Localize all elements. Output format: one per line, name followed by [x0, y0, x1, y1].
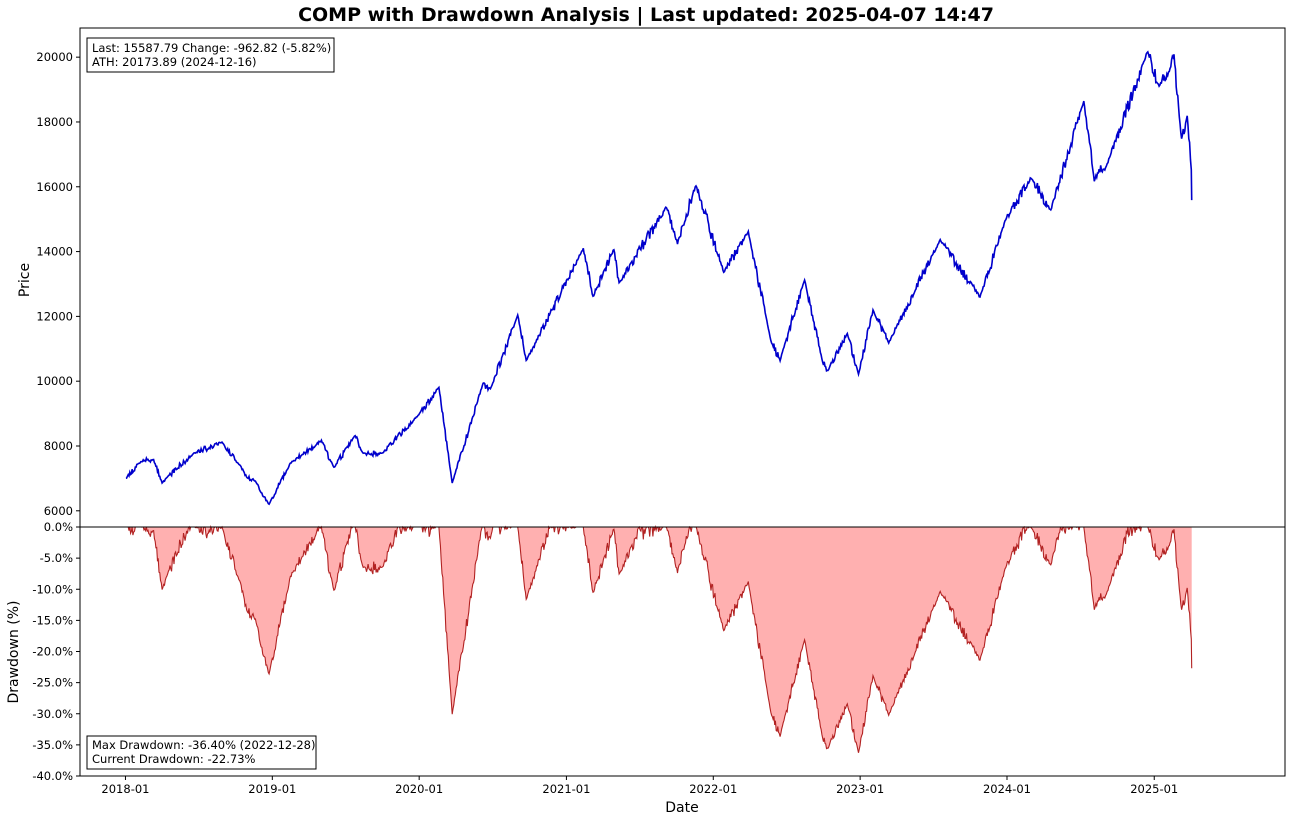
price-plot-content: [125, 50, 1193, 506]
x-tick-label: 2024-01: [983, 782, 1031, 796]
x-tick-label: 2023-01: [836, 782, 884, 796]
drawdown-info-box-frame: [86, 735, 317, 770]
drawdown-panel: 0.0% -5.0% -10.0% -15.0% -20.0% -25.0% -30.0% -…: [6, 520, 1286, 783]
x-axis-ticks: 2018-01 2019-01 2020-01 2021-01 2022-01 2023-…: [101, 776, 1178, 796]
price-y-tick-label: 6000: [44, 504, 73, 518]
drawdown-y-tick-label: 0.0%: [44, 520, 73, 534]
price-y-tick-label: 12000: [36, 309, 73, 323]
drawdown-y-tick-label: -15.0%: [32, 613, 73, 627]
price-y-tick-label: 14000: [36, 245, 73, 259]
price-y-tick-label: 16000: [36, 180, 73, 194]
x-tick-label: 2025-01: [1130, 782, 1178, 796]
drawdown-plot-frame: [79, 526, 1286, 777]
chart-title: COMP with Drawdown Analysis | Last updat…: [298, 4, 994, 26]
price-y-axis-label: Price: [17, 263, 33, 297]
price-panel: 20000 18000 16000 14000 12000 10000 8000 6000 P…: [17, 27, 1286, 528]
price-y-ticks: 20000 18000 16000 14000 12000 10000 8000 6000: [36, 50, 80, 518]
price-y-tick-label: 20000: [36, 50, 73, 64]
drawdown-y-tick-label: -30.0%: [32, 707, 73, 721]
drawdown-info-box: Max Drawdown: -36.40% (2022-12-28) Curre…: [86, 735, 317, 770]
price-info-box-frame: [86, 37, 335, 73]
x-tick-label: 2020-01: [395, 782, 443, 796]
drawdown-area: [125, 527, 1192, 753]
current-drawdown-text: Current Drawdown: -22.73%: [92, 752, 256, 766]
drawdown-y-ticks: 0.0% -5.0% -10.0% -15.0% -20.0% -25.0% -30.0% -…: [32, 520, 80, 783]
price-y-tick-label: 10000: [36, 374, 73, 388]
x-tick-label: 2021-01: [542, 782, 590, 796]
price-y-tick-label: 18000: [36, 115, 73, 129]
price-info-box: Last: 15587.79 Change: -962.82 (-5.82%) …: [86, 37, 335, 73]
x-tick-label: 2019-01: [248, 782, 296, 796]
drawdown-y-axis-label: Drawdown (%): [6, 600, 22, 703]
max-drawdown-text: Max Drawdown: -36.40% (2022-12-28): [92, 738, 316, 752]
last-price-change-text: Last: 15587.79 Change: -962.82 (-5.82%): [92, 41, 331, 55]
price-series-line: [125, 50, 1193, 506]
drawdown-y-tick-label: -35.0%: [32, 738, 73, 752]
x-tick-label: 2022-01: [689, 782, 737, 796]
drawdown-y-tick-label: -20.0%: [32, 645, 73, 659]
all-time-high-text: ATH: 20173.89 (2024-12-16): [92, 55, 257, 69]
drawdown-y-tick-label: -5.0%: [40, 551, 73, 565]
x-axis-label: Date: [665, 800, 698, 816]
x-tick-label: 2018-01: [101, 782, 149, 796]
price-y-tick-label: 8000: [44, 439, 73, 453]
price-plot-background: [80, 28, 1285, 527]
drawdown-y-tick-label: -10.0%: [32, 582, 73, 596]
drawdown-y-tick-label: -25.0%: [32, 676, 73, 690]
drawdown-y-tick-label: -40.0%: [32, 769, 73, 783]
